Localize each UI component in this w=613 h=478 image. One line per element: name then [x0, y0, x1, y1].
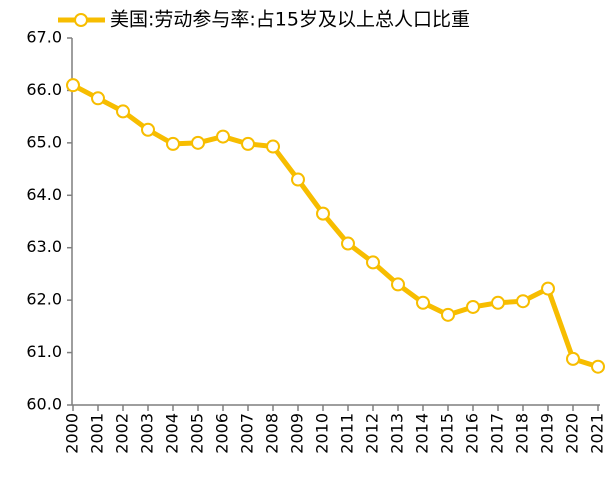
y-tick-label: 66.0: [26, 80, 62, 99]
x-tick-label: 2018: [513, 413, 532, 454]
x-tick-label: 2008: [263, 413, 282, 454]
x-tick-label: 2021: [588, 413, 607, 454]
marker: [391, 277, 405, 292]
y-tick-label: 64.0: [26, 185, 62, 204]
marker: [316, 206, 330, 221]
marker: [166, 136, 180, 151]
x-tick-label: 2017: [488, 413, 507, 454]
marker: [266, 139, 280, 154]
marker: [91, 91, 105, 106]
marker: [366, 255, 380, 270]
marker: [66, 78, 80, 93]
marker: [466, 299, 480, 314]
y-tick-label: 60.0: [26, 395, 62, 414]
y-tick-label: 61.0: [26, 342, 62, 361]
x-tick-label: 2009: [288, 413, 307, 454]
marker: [441, 307, 455, 322]
marker: [516, 294, 530, 309]
x-tick-label: 2012: [363, 413, 382, 454]
x-tick-label: 2002: [113, 413, 132, 454]
x-tick-label: 2013: [388, 413, 407, 454]
x-tick-label: 2005: [188, 413, 207, 454]
x-tick-label: 2001: [88, 413, 107, 454]
x-tick-label: 2020: [563, 413, 582, 454]
y-tick-label: 63.0: [26, 237, 62, 256]
legend-marker: [74, 13, 88, 27]
marker: [191, 135, 205, 150]
x-tick-label: 2014: [413, 413, 432, 454]
marker: [341, 236, 355, 251]
x-tick-label: 2015: [438, 413, 457, 454]
marker: [141, 122, 155, 137]
x-tick-label: 2000: [63, 413, 82, 454]
y-tick-label: 67.0: [26, 28, 62, 47]
marker: [591, 359, 605, 374]
marker: [291, 172, 305, 187]
x-tick-label: 2007: [238, 413, 257, 454]
x-tick-label: 2016: [463, 413, 482, 454]
x-tick-label: 2006: [213, 413, 232, 454]
marker: [566, 351, 580, 366]
legend-label: 美国:劳动参与率:占15岁及以上总人口比重: [110, 9, 470, 31]
marker: [541, 281, 555, 296]
marker: [216, 129, 230, 144]
x-tick-label: 2011: [338, 413, 357, 454]
y-tick-label: 62.0: [26, 290, 62, 309]
line: [71, 82, 599, 370]
x-tick-label: 2004: [163, 413, 182, 454]
marker: [416, 295, 430, 310]
y-tick-label: 65.0: [26, 132, 62, 151]
marker: [491, 295, 505, 310]
marker: [116, 104, 130, 119]
x-tick-label: 2003: [138, 413, 157, 454]
x-tick-label: 2010: [313, 413, 332, 454]
x-tick-label: 2019: [538, 413, 557, 454]
marker: [241, 136, 255, 151]
